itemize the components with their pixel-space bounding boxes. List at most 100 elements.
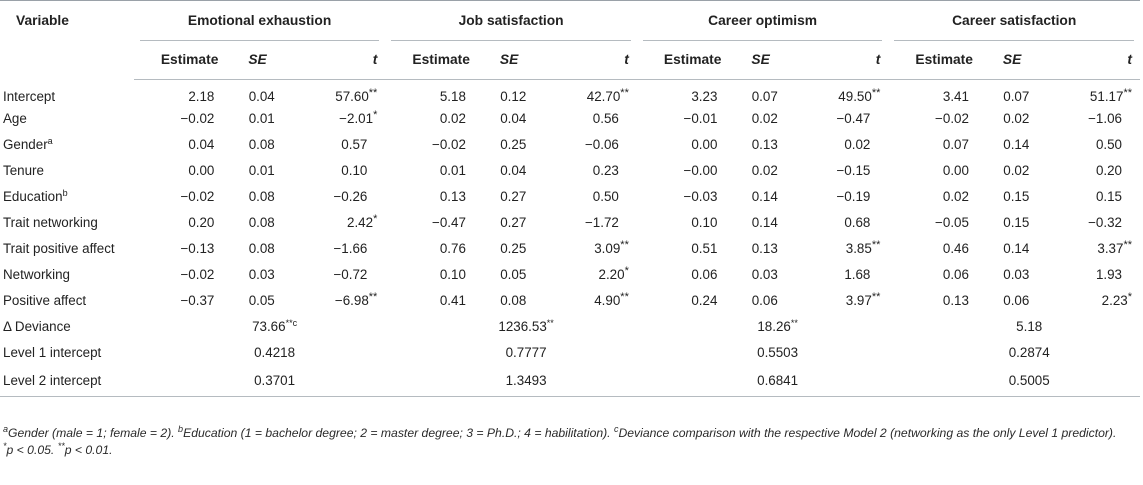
estimate-cell: −0.02 [385, 132, 478, 158]
cell-value: 0.04 [500, 163, 527, 179]
stars: ** [285, 318, 293, 329]
cell-value: −0.02 [180, 111, 215, 127]
t-cell: 0.56 [540, 106, 637, 132]
footnote-mark: a [47, 136, 53, 147]
cell-value: 51.17 [1089, 89, 1124, 105]
se-cell: 0.14 [981, 132, 1043, 158]
table-notes: aGender (male = 1; female = 2). bEducati… [3, 425, 1123, 459]
footnote-mark: c [292, 318, 298, 329]
table-row-level1: Level 1 intercept 0.4218 0.7777 0.5503 0… [0, 340, 1140, 366]
sig-mark-1: * [3, 441, 7, 451]
cell-value: −0.13 [180, 241, 215, 257]
cell-value: −0.47 [836, 111, 871, 127]
cell-value: 0.13 [942, 293, 969, 309]
cell-value: 0.10 [341, 163, 368, 179]
significance-stars: ** [620, 87, 629, 100]
row-label-text: Networking [3, 267, 70, 283]
se-cell: 0.06 [729, 288, 791, 314]
t-header: t [791, 41, 889, 80]
cell-value: 3.41 [942, 89, 969, 105]
t-cell: −1.72 [540, 210, 637, 236]
significance-stars: ** [368, 291, 378, 304]
cell-value: 0.07 [1003, 89, 1030, 105]
estimate-cell: 0.00 [637, 132, 730, 158]
significance-stars: ** [1123, 239, 1132, 252]
estimate-cell: 5.18 [385, 80, 478, 107]
t-cell: 0.50 [540, 184, 637, 210]
row-label: Intercept [0, 80, 134, 107]
cell-value: −0.02 [935, 111, 969, 127]
estimate-cell: −0.01 [637, 106, 730, 132]
estimate-cell: 0.76 [385, 236, 478, 262]
table-row-deviance: Δ Deviance 73.66**c 1236.53** 18.26** 5.… [0, 314, 1140, 340]
cell-value: 0.46 [942, 241, 969, 257]
estimate-cell: 0.20 [134, 210, 227, 236]
value: 1236.53 [498, 319, 547, 335]
cell-value: 0.10 [691, 215, 718, 231]
table-row: Positive affect −0.37 0.05 −6.98** 0.41 0.08 4… [0, 288, 1140, 314]
cell-value: −0.02 [180, 189, 215, 205]
cell-value: 0.13 [751, 241, 778, 257]
estimate-cell: 3.41 [888, 80, 981, 107]
cell-value: 0.76 [439, 241, 466, 257]
row-label: Trait positive affect [0, 236, 134, 262]
se-cell: 0.04 [478, 158, 540, 184]
se-header: SE [226, 41, 289, 80]
level1-value: 0.2874 [1008, 345, 1050, 361]
se-header: SE [477, 41, 541, 80]
t-header: t [1043, 41, 1140, 80]
row-label: Trait networking [0, 210, 134, 236]
cell-value: 0.50 [1095, 137, 1122, 153]
t-cell: 2.42* [289, 210, 386, 236]
level2-value: 0.6841 [636, 366, 889, 397]
t-cell: 0.02 [792, 132, 889, 158]
footnote-definitions: aGender (male = 1; female = 2). bEducati… [3, 425, 1123, 442]
cell-value: 0.08 [248, 241, 275, 257]
cell-value: 0.08 [500, 293, 527, 309]
se-cell: 0.08 [226, 236, 288, 262]
t-cell: 0.10 [289, 158, 386, 184]
table-body: Intercept 2.18 0.04 57.60** 5.18 0.12 42.70** 3… [0, 80, 1140, 397]
significance-stars: ** [620, 239, 629, 252]
cell-value: 1.93 [1095, 267, 1122, 283]
se-cell: 0.15 [981, 184, 1043, 210]
estimate-cell: 0.24 [637, 288, 730, 314]
cell-value: 0.04 [248, 89, 275, 105]
estimate-cell: 0.04 [134, 132, 227, 158]
estimate-header: Estimate [385, 41, 478, 80]
estimate-cell: 2.18 [134, 80, 227, 107]
t-cell: −0.72 [289, 262, 386, 288]
significance-stars: ** [871, 239, 881, 252]
estimate-cell: 3.23 [637, 80, 730, 107]
se-cell: 0.08 [226, 184, 288, 210]
t-cell: −0.15 [792, 158, 889, 184]
deviance-value: 1236.53** [385, 314, 637, 340]
se-cell: 0.27 [478, 210, 540, 236]
estimate-cell: 0.02 [888, 184, 981, 210]
row-label: Positive affect [0, 288, 134, 314]
significance-stars: * [373, 109, 378, 122]
sig-text-1: p < 0.05. [6, 443, 58, 457]
t-cell: −2.01* [289, 106, 386, 132]
group-header-career-optimism: Career optimism [636, 0, 889, 41]
significance-stars: ** [546, 318, 554, 329]
se-cell: 0.02 [729, 158, 791, 184]
cell-value: 0.03 [248, 267, 275, 283]
row-label: Age [0, 106, 134, 132]
footnote-mark-b: b [178, 424, 184, 434]
se-cell: 0.12 [478, 80, 540, 107]
se-cell: 0.13 [729, 132, 791, 158]
cell-value: −6.98 [334, 293, 369, 309]
estimate-cell: 0.51 [637, 236, 730, 262]
footnote-a: Gender (male = 1; female = 2). [8, 426, 179, 440]
cell-value: 2.23 [1101, 293, 1128, 309]
cell-value: −0.72 [333, 267, 368, 283]
cell-value: 4.90 [594, 293, 621, 309]
se-cell: 0.02 [729, 106, 791, 132]
row-label: Level 1 intercept [3, 345, 102, 361]
estimate-header: Estimate [888, 41, 981, 80]
cell-value: 0.07 [942, 137, 969, 153]
se-cell: 0.14 [729, 184, 791, 210]
estimate-cell: −0.13 [134, 236, 227, 262]
se-cell: 0.02 [981, 158, 1043, 184]
